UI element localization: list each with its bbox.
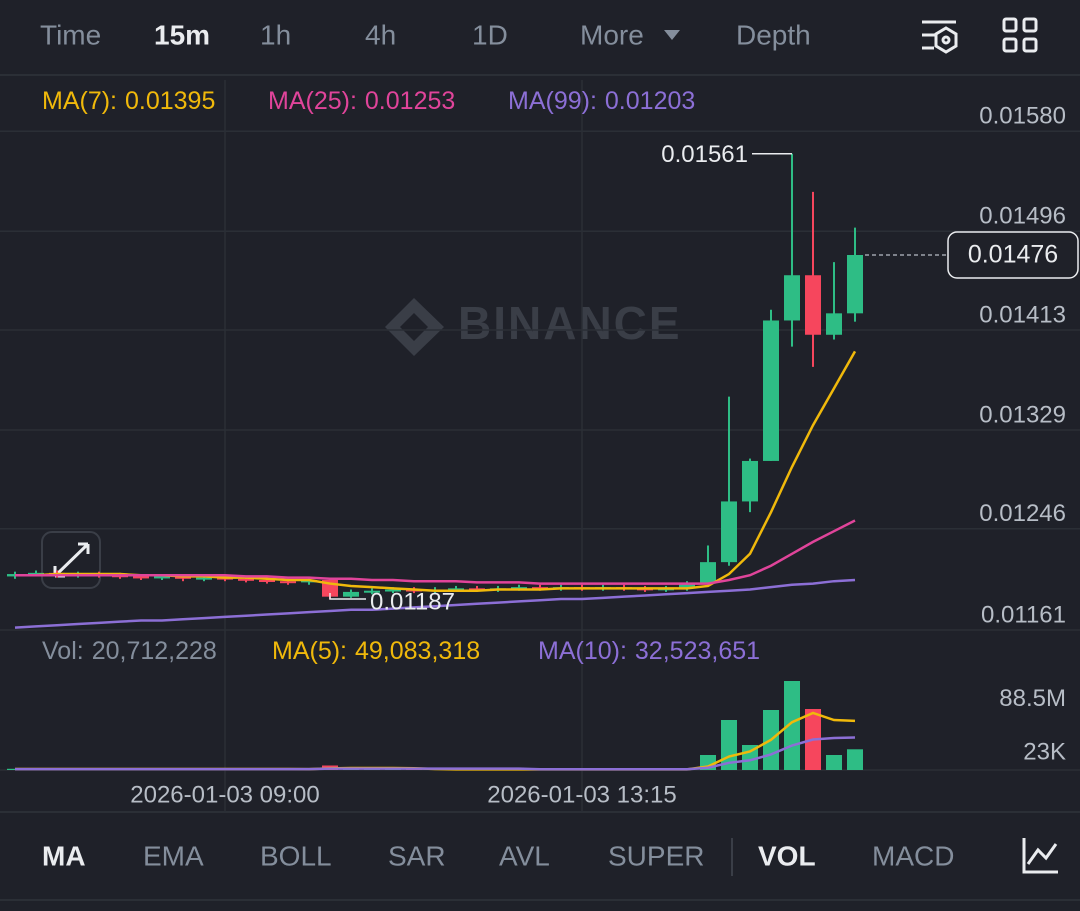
volume-value: 20,712,228: [92, 637, 217, 665]
timeframe-tab[interactable]: Time: [40, 19, 101, 50]
candle-body: [385, 589, 401, 592]
chart-type-icon[interactable]: [1022, 838, 1058, 874]
indicator-tab[interactable]: VOL: [758, 840, 816, 871]
timeframe-tab[interactable]: Depth: [736, 19, 811, 50]
ma-value: 0.01395: [125, 87, 215, 115]
timeframe-tab[interactable]: 1h: [260, 19, 291, 50]
ma-name: MA(25):: [268, 87, 357, 115]
candle-body: [532, 587, 548, 590]
indicator-tab[interactable]: MACD: [872, 840, 954, 871]
x-tick-label: 2026-01-03 13:15: [487, 781, 677, 808]
indicator-tab[interactable]: EMA: [143, 840, 204, 871]
volume-bar: [826, 755, 842, 770]
dropdown-arrow: [664, 30, 680, 40]
low-pointer: [329, 593, 366, 600]
candle-body: [784, 275, 800, 321]
ma-line: [14, 578, 856, 629]
candle-body: [469, 588, 485, 591]
candle-body: [826, 313, 842, 335]
ma-value: 0.01203: [605, 87, 695, 115]
indicator-tab[interactable]: MA: [42, 840, 86, 871]
high-label: 0.01561: [661, 141, 748, 168]
y-tick-label: 0.01246: [979, 500, 1066, 527]
timeframe-tab[interactable]: 4h: [365, 19, 396, 50]
ma-name: MA(99):: [508, 87, 597, 115]
watermark-logo: [385, 298, 444, 356]
candle-body: [742, 460, 758, 502]
volume-ma-value: 32,523,651: [635, 637, 760, 665]
timeframe-tab[interactable]: 15m: [154, 19, 210, 50]
volume-legend: Vol: 20,712,228: [42, 637, 217, 665]
candle-body: [511, 587, 527, 590]
expand-button[interactable]: [41, 531, 101, 589]
layout-icon[interactable]: [1002, 17, 1038, 53]
candle-body: [238, 578, 254, 581]
volume-ma-legend: MA(5): 49,083,318: [272, 637, 480, 665]
ma-name: MA(7):: [42, 87, 117, 115]
candle-body: [721, 501, 737, 563]
candle-body: [280, 581, 296, 584]
y-tick-label: 0.01329: [979, 401, 1066, 428]
candle-body: [154, 576, 170, 579]
candle-body: [847, 255, 863, 314]
low-label: 0.01187: [370, 588, 455, 615]
indicator-tab[interactable]: SAR: [388, 840, 446, 871]
x-tick-label: 2026-01-03 09:00: [130, 781, 320, 808]
current-price: 0.01476: [968, 241, 1058, 269]
y-tick-label: 0.01413: [979, 301, 1066, 328]
candle-body: [133, 576, 149, 579]
volume-ma-value: 49,083,318: [355, 637, 480, 665]
candle-body: [679, 583, 695, 589]
volume-bar: [847, 749, 863, 770]
volume-ma-name: MA(10):: [538, 637, 627, 665]
ma-legend: MA(7): 0.01395: [42, 87, 215, 115]
y-tick-label: 0.01161: [981, 601, 1066, 628]
candle-body: [196, 577, 212, 580]
price-box: [947, 231, 1079, 279]
watermark: BINANCE: [458, 297, 682, 349]
ma-legend: MA(99): 0.01203: [508, 87, 695, 115]
indicator-tab[interactable]: AVL: [499, 840, 550, 871]
candle-body: [28, 572, 44, 575]
ma-line: [15, 519, 856, 585]
volume-name: Vol:: [42, 637, 84, 665]
y-tick-label: 0.01580: [979, 103, 1066, 130]
volume-tick-label: 23K: [1023, 738, 1066, 765]
ma-value: 0.01253: [365, 87, 455, 115]
timeframe-tab[interactable]: 1D: [472, 19, 508, 50]
volume-ma-legend: MA(10): 32,523,651: [538, 637, 760, 665]
candle-body: [763, 320, 779, 461]
candle-body: [343, 591, 359, 597]
indicator-tab[interactable]: SUPER: [608, 840, 704, 871]
settings-icon[interactable]: [922, 20, 958, 54]
candle-body: [805, 275, 821, 335]
candle-body: [259, 580, 275, 582]
volume-ma-name: MA(5):: [272, 637, 347, 665]
candle-body: [700, 562, 716, 584]
volume-ma-line: [15, 736, 856, 771]
timeframe-tab[interactable]: More: [580, 19, 644, 50]
candle-body: [448, 588, 464, 591]
ma-legend: MA(25): 0.01253: [268, 87, 455, 115]
indicator-tab[interactable]: BOLL: [260, 840, 332, 871]
volume-tick-label: 88.5M: [999, 685, 1066, 712]
candle-body: [364, 590, 380, 593]
y-tick-label: 0.01496: [979, 203, 1066, 230]
